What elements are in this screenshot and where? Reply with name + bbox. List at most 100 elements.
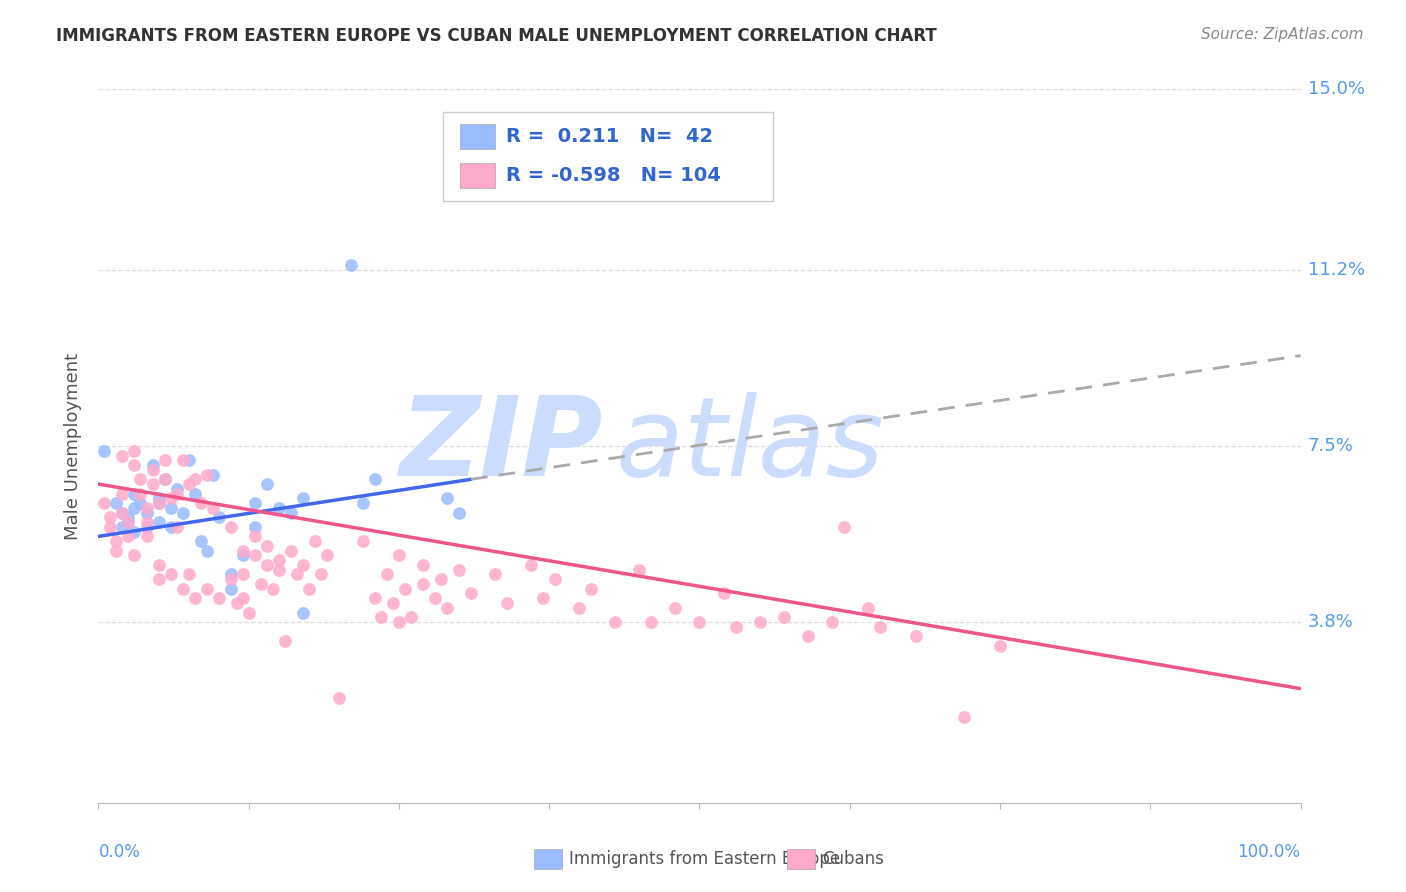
Point bbox=[447, 563, 470, 577]
Point bbox=[352, 534, 374, 549]
Text: 11.2%: 11.2% bbox=[1308, 261, 1365, 279]
Point bbox=[159, 491, 181, 506]
Point bbox=[243, 549, 266, 563]
Point bbox=[375, 567, 398, 582]
Point bbox=[111, 486, 134, 500]
Point bbox=[904, 629, 927, 643]
Point bbox=[274, 634, 297, 648]
Point bbox=[141, 458, 163, 472]
Point bbox=[225, 596, 247, 610]
Point bbox=[153, 472, 176, 486]
Point bbox=[315, 549, 337, 563]
Point bbox=[748, 615, 770, 629]
Point bbox=[177, 567, 200, 582]
Point bbox=[129, 486, 152, 500]
Point bbox=[256, 539, 278, 553]
Point bbox=[267, 500, 290, 515]
Point bbox=[243, 520, 266, 534]
Point bbox=[195, 467, 218, 482]
Point bbox=[183, 472, 205, 486]
Point bbox=[148, 496, 170, 510]
Point bbox=[267, 563, 290, 577]
Point bbox=[232, 549, 254, 563]
Point bbox=[105, 534, 128, 549]
Point bbox=[172, 506, 194, 520]
Point bbox=[243, 496, 266, 510]
Point bbox=[605, 615, 627, 629]
Point bbox=[117, 515, 139, 529]
Point bbox=[640, 615, 662, 629]
Point bbox=[201, 500, 224, 515]
Point bbox=[544, 572, 567, 586]
Point bbox=[183, 591, 205, 606]
Point bbox=[219, 567, 242, 582]
Point bbox=[177, 453, 200, 467]
Point bbox=[105, 496, 128, 510]
Point bbox=[129, 496, 152, 510]
Point bbox=[496, 596, 519, 610]
Text: Cubans: Cubans bbox=[823, 850, 884, 868]
Text: R = -0.598   N= 104: R = -0.598 N= 104 bbox=[506, 166, 721, 186]
Point bbox=[148, 572, 170, 586]
Point bbox=[772, 610, 794, 624]
Point bbox=[953, 710, 976, 724]
Point bbox=[484, 567, 506, 582]
Point bbox=[340, 258, 363, 272]
Point bbox=[364, 472, 387, 486]
Point bbox=[447, 506, 470, 520]
Point bbox=[460, 586, 482, 600]
Point bbox=[285, 567, 308, 582]
Y-axis label: Male Unemployment: Male Unemployment bbox=[65, 352, 83, 540]
Point bbox=[238, 606, 260, 620]
Point bbox=[821, 615, 844, 629]
Point bbox=[394, 582, 416, 596]
Point bbox=[111, 520, 134, 534]
Point bbox=[195, 582, 218, 596]
Point bbox=[153, 472, 176, 486]
Point bbox=[280, 506, 302, 520]
Point bbox=[124, 458, 146, 472]
Point bbox=[93, 443, 115, 458]
Point bbox=[262, 582, 284, 596]
Point bbox=[280, 543, 302, 558]
Point bbox=[201, 467, 224, 482]
Point bbox=[148, 491, 170, 506]
Point bbox=[111, 449, 134, 463]
Point bbox=[172, 453, 194, 467]
Point bbox=[370, 610, 392, 624]
Point bbox=[256, 477, 278, 491]
Point bbox=[249, 577, 271, 591]
Point bbox=[796, 629, 818, 643]
Point bbox=[436, 491, 458, 506]
Point bbox=[177, 477, 200, 491]
Point bbox=[124, 524, 146, 539]
Point bbox=[135, 529, 157, 543]
Point bbox=[219, 572, 242, 586]
Point bbox=[328, 691, 350, 706]
Text: 100.0%: 100.0% bbox=[1237, 843, 1301, 861]
Point bbox=[135, 520, 157, 534]
Point bbox=[869, 620, 891, 634]
Point bbox=[117, 515, 139, 529]
Point bbox=[124, 549, 146, 563]
Point bbox=[832, 520, 855, 534]
Point bbox=[111, 506, 134, 520]
Point bbox=[159, 500, 181, 515]
Point bbox=[243, 529, 266, 543]
Point bbox=[267, 553, 290, 567]
Text: ZIP: ZIP bbox=[399, 392, 603, 500]
Point bbox=[628, 563, 651, 577]
Point bbox=[724, 620, 747, 634]
Point bbox=[388, 615, 411, 629]
Point bbox=[141, 463, 163, 477]
Point bbox=[129, 472, 152, 486]
Point bbox=[219, 582, 242, 596]
Point bbox=[364, 591, 387, 606]
Point bbox=[159, 520, 181, 534]
Point bbox=[148, 515, 170, 529]
Point bbox=[304, 534, 326, 549]
Point bbox=[148, 496, 170, 510]
Point bbox=[298, 582, 321, 596]
Point bbox=[291, 606, 314, 620]
Point bbox=[124, 486, 146, 500]
